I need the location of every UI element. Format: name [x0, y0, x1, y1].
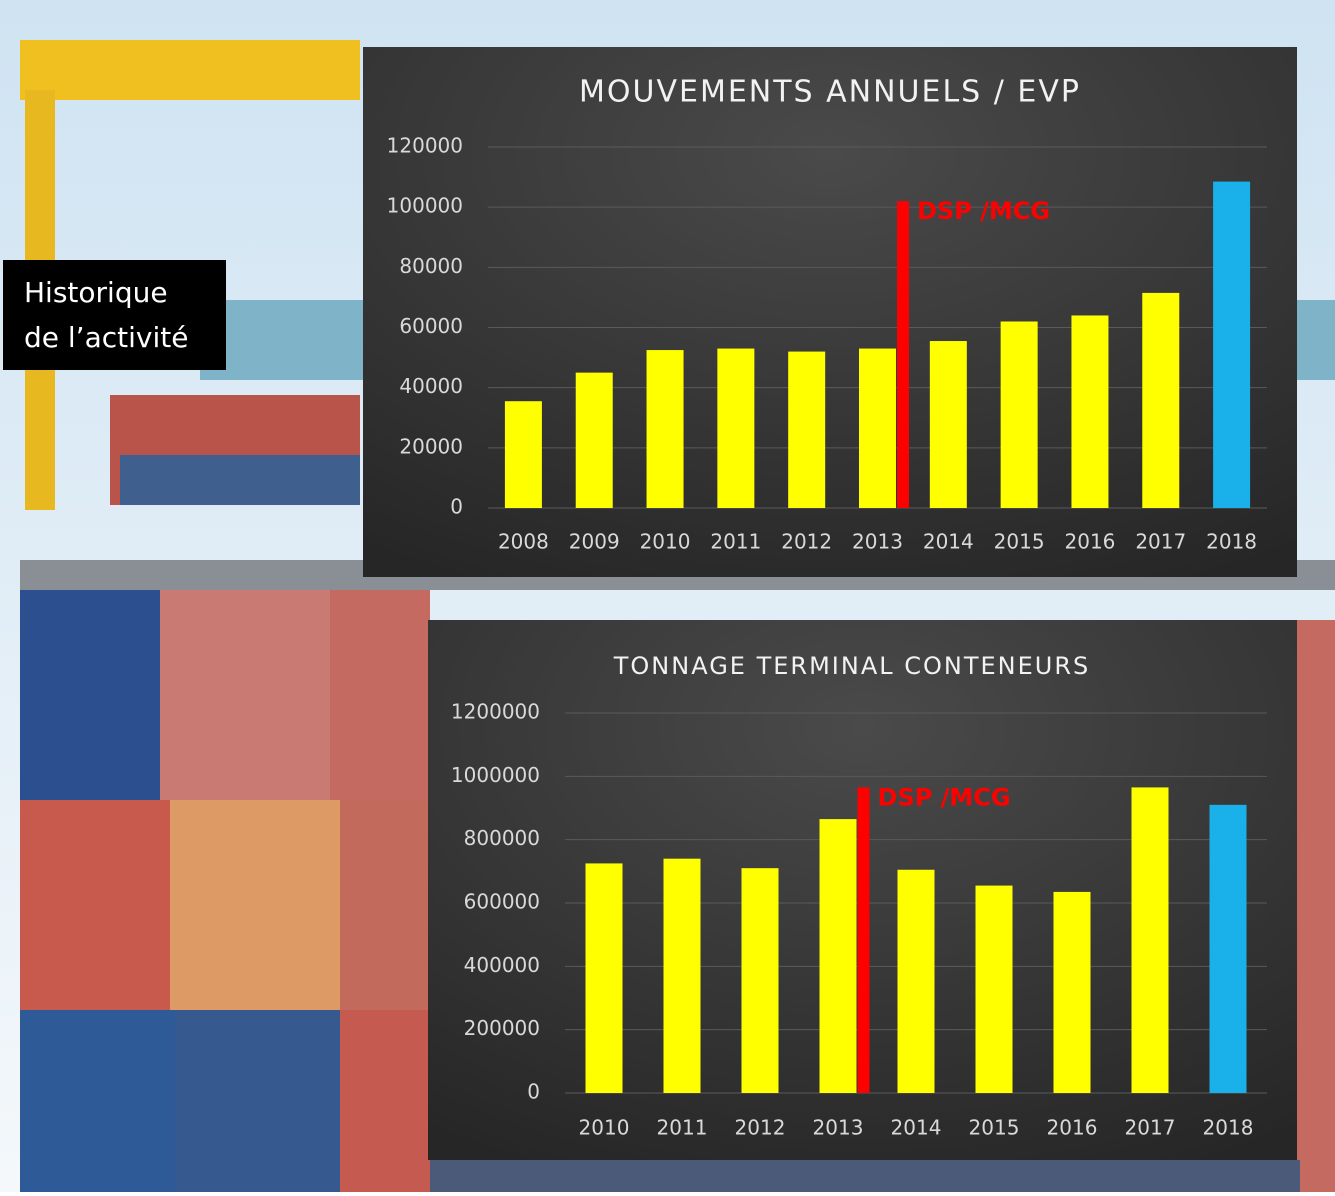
x-tick-label: 2009 — [569, 530, 620, 554]
bar — [1210, 805, 1247, 1093]
y-tick-label: 400000 — [464, 953, 540, 977]
bar — [976, 886, 1013, 1093]
x-tick-label: 2016 — [1065, 530, 1116, 554]
bar — [1071, 315, 1108, 508]
bar — [930, 341, 967, 508]
y-tick-label: 80000 — [399, 254, 463, 278]
y-tick-label: 20000 — [399, 434, 463, 458]
bar — [1132, 787, 1169, 1093]
x-tick-label: 2011 — [657, 1116, 708, 1140]
x-tick-label: 2018 — [1203, 1116, 1254, 1140]
x-tick-label: 2017 — [1125, 1116, 1176, 1140]
annotation-line — [897, 201, 909, 508]
bar — [1054, 892, 1091, 1093]
bar — [859, 349, 896, 508]
bar — [505, 401, 542, 508]
slide: Historique de l’activité MOUVEMENTS ANNU… — [0, 0, 1335, 1192]
x-tick-label: 2015 — [994, 530, 1045, 554]
x-tick-label: 2010 — [640, 530, 691, 554]
chart-title: MOUVEMENTS ANNUELS / EVP — [579, 75, 1081, 110]
y-tick-label: 1000000 — [451, 763, 540, 787]
y-tick-label: 120000 — [387, 134, 463, 158]
y-tick-label: 1200000 — [451, 700, 540, 724]
y-tick-label: 0 — [527, 1080, 540, 1104]
bar — [647, 350, 684, 508]
annotation-label: DSP /MCG — [917, 197, 1050, 225]
x-tick-label: 2018 — [1206, 530, 1257, 554]
x-tick-label: 2014 — [891, 1116, 942, 1140]
label-line: de l’activité — [24, 321, 188, 354]
bar — [586, 863, 623, 1093]
annotation-line — [858, 787, 870, 1093]
bar — [788, 352, 825, 508]
y-tick-label: 200000 — [464, 1016, 540, 1040]
bar — [664, 859, 701, 1093]
annotation-label: DSP /MCG — [878, 783, 1011, 811]
bar — [576, 373, 613, 508]
y-tick-label: 40000 — [399, 374, 463, 398]
x-tick-label: 2012 — [735, 1116, 786, 1140]
bar — [717, 349, 754, 508]
y-tick-label: 0 — [450, 495, 463, 519]
x-tick-label: 2008 — [498, 530, 549, 554]
chart-title: TONNAGE TERMINAL CONTENEURS — [613, 652, 1091, 680]
x-tick-label: 2013 — [813, 1116, 864, 1140]
y-tick-label: 60000 — [399, 314, 463, 338]
y-tick-label: 800000 — [464, 826, 540, 850]
x-tick-label: 2015 — [969, 1116, 1020, 1140]
x-tick-label: 2013 — [852, 530, 903, 554]
y-tick-label: 100000 — [387, 194, 463, 218]
label-line: Historique — [24, 276, 168, 309]
bar — [898, 870, 935, 1093]
bar — [1213, 182, 1250, 508]
x-tick-label: 2010 — [579, 1116, 630, 1140]
x-tick-label: 2014 — [923, 530, 974, 554]
bar — [1142, 293, 1179, 508]
bar — [742, 868, 779, 1093]
bar — [1001, 321, 1038, 508]
x-tick-label: 2016 — [1047, 1116, 1098, 1140]
x-tick-label: 2017 — [1135, 530, 1186, 554]
x-tick-label: 2012 — [781, 530, 832, 554]
page: Historique de l’activité MOUVEMENTS ANNU… — [0, 0, 1335, 1192]
bar — [820, 819, 857, 1093]
y-tick-label: 600000 — [464, 890, 540, 914]
x-tick-label: 2011 — [710, 530, 761, 554]
